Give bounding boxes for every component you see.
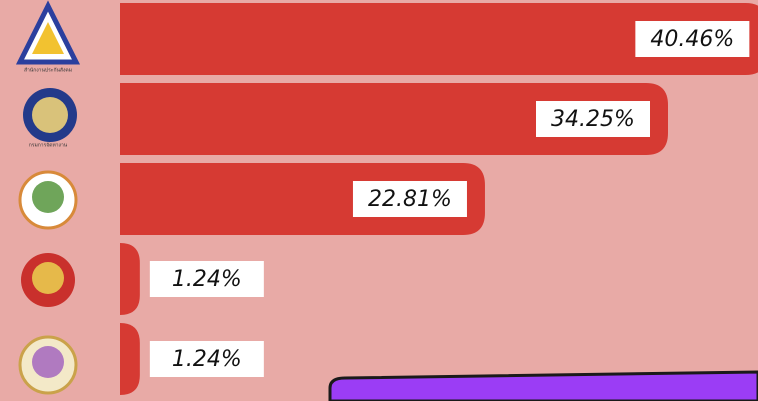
bar bbox=[120, 243, 140, 315]
bar bbox=[120, 3, 758, 75]
category-label: สำนักงานประกันสังคม bbox=[24, 68, 72, 74]
logo bbox=[18, 170, 78, 230]
value-label: 34.25% bbox=[551, 107, 635, 132]
value-label: 1.24% bbox=[172, 267, 242, 292]
logo bbox=[18, 335, 78, 395]
value-label: 40.46% bbox=[650, 27, 734, 52]
decorative-shape bbox=[328, 370, 758, 401]
logos bbox=[15, 0, 81, 395]
bar bbox=[120, 323, 140, 395]
logo bbox=[23, 88, 77, 142]
value-label-box bbox=[635, 21, 750, 57]
value-label-box bbox=[352, 181, 467, 217]
value-label-box bbox=[149, 341, 264, 377]
category-label: กรมการจัดหางาน bbox=[29, 143, 68, 149]
value-label-box bbox=[536, 101, 650, 137]
logo bbox=[21, 253, 75, 307]
value-label-box bbox=[149, 261, 264, 297]
value-label: 1.24% bbox=[172, 347, 242, 372]
logo bbox=[15, 0, 81, 65]
bar bbox=[120, 83, 668, 155]
value-label: 22.81% bbox=[368, 187, 452, 212]
